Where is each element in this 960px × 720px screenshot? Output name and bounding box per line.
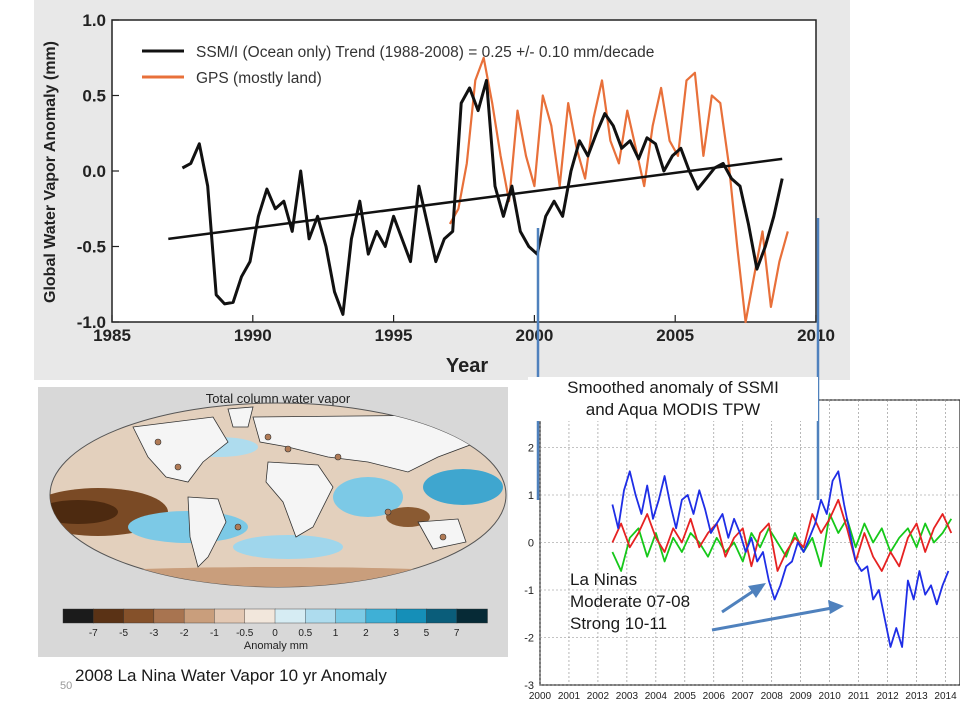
gps-series-line — [448, 56, 789, 324]
colorbar-tick-label: -7 — [89, 628, 98, 639]
legend-label-gps: GPS (mostly land) — [196, 70, 322, 87]
x-tick-label: 2007 — [732, 691, 755, 702]
station-marker — [264, 433, 272, 441]
la-nina-strong: Strong 10-11 — [570, 614, 668, 633]
station-marker — [334, 453, 342, 461]
la-nina-label: La Ninas Moderate 07-08 Strong 10-11 — [570, 569, 690, 635]
x-tick-label: 2011 — [848, 691, 870, 702]
red-series-line — [611, 498, 953, 572]
continents — [132, 406, 479, 568]
x-tick-label: 2004 — [645, 691, 668, 702]
arrow-strong-head — [828, 600, 844, 614]
x-tick-label: 2006 — [703, 691, 726, 702]
anomaly-wet-atlantic — [233, 535, 343, 559]
ssmi-series-line — [181, 78, 784, 316]
y-tick-label: 2 — [528, 443, 534, 455]
top-xlabel: Year — [446, 355, 488, 377]
green-series-line — [611, 513, 953, 572]
tpw-series-group — [611, 470, 953, 648]
smoothed-label-line2: and Aqua MODIS TPW — [585, 400, 761, 419]
top-series-group — [168, 56, 789, 324]
anomaly-dry-pacific-core — [50, 500, 118, 524]
x-tick-label: 2005 — [656, 326, 694, 345]
station-marker — [154, 438, 162, 446]
colorbar-tick-label: -3 — [149, 628, 158, 639]
south-america — [187, 496, 227, 568]
colorbar: -7 -5 -3 -2 -1 -0.5 0 0.5 1 2 3 5 7 — [62, 608, 488, 639]
blue-series-line — [611, 470, 950, 648]
slide-number: 50 — [60, 680, 73, 692]
colorbar-tick-label: -5 — [119, 628, 128, 639]
station-marker — [234, 523, 242, 531]
arrow-strong — [711, 606, 833, 632]
north-america — [132, 416, 229, 483]
colorbar-tick-label: 0 — [272, 628, 278, 639]
y-tick-label: 0 — [528, 538, 534, 550]
station-marker — [174, 463, 182, 471]
x-tick-label: 2013 — [905, 691, 928, 702]
anomaly-wet-indian — [333, 477, 403, 517]
x-tick-label: 1995 — [375, 326, 413, 345]
smoothed-label: Smoothed anomaly of SSMI and Aqua MODIS … — [528, 377, 818, 421]
x-tick-label: 2000 — [515, 326, 553, 345]
y-tick-label: 0.0 — [82, 162, 106, 181]
x-tick-label: 2000 — [529, 691, 552, 702]
greenland — [227, 406, 254, 428]
colorbar-tick-label: 2 — [363, 628, 369, 639]
x-tick-label: 2009 — [790, 691, 813, 702]
arrow-moderate-head — [748, 583, 766, 598]
water-vapor-chart: 1985 1990 1995 2000 2005 2010 1.0 0.5 0.0 -0.5 -1.… — [42, 11, 835, 377]
colorbar-tick-label: 5 — [424, 628, 430, 639]
colorbar-tick-label: 7 — [454, 628, 460, 639]
water-vapor-map: Total column water vapor -7 -5 -3 -2 -1 -0.5 0… — [49, 391, 507, 652]
x-tick-label: 2002 — [587, 691, 610, 702]
colorbar-tick-label: -0.5 — [236, 628, 254, 639]
x-tick-label: 1990 — [234, 326, 272, 345]
trend-line — [168, 157, 783, 241]
smoothed-label-line1: Smoothed anomaly of SSMI — [567, 378, 779, 397]
y-tick-label: -2 — [524, 633, 534, 645]
y-tick-label: 1 — [528, 490, 534, 502]
top-ylabel: Global Water Vapor Anomaly (mm) — [42, 41, 59, 303]
x-tick-label: 2012 — [876, 691, 899, 702]
station-marker — [384, 508, 392, 516]
x-tick-label: 2008 — [761, 691, 784, 702]
y-tick-label: -3 — [524, 680, 534, 692]
top-axis-ticks: 1985 1990 1995 2000 2005 2010 1.0 0.5 0.0 -0.5 -1.… — [77, 11, 835, 345]
x-tick-label: 2005 — [674, 691, 697, 702]
station-marker — [284, 445, 292, 453]
africa — [265, 461, 334, 538]
anomaly-wet-maritime — [423, 469, 503, 505]
legend-label-ssmi: SSM/I (Ocean only) Trend (1988-2008) = 0… — [196, 44, 654, 61]
map-caption: 2008 La Nina Water Vapor 10 yr Anomaly — [75, 666, 387, 685]
colorbar-swatch — [456, 608, 488, 624]
y-tick-label: 1.0 — [82, 11, 106, 30]
colorbar-tick-label: -1 — [210, 628, 219, 639]
tpw-grid — [539, 399, 960, 686]
x-tick-label: 1985 — [93, 326, 131, 345]
y-tick-label: -1.0 — [77, 313, 106, 332]
x-tick-label: 2010 — [819, 691, 842, 702]
x-tick-label: 2001 — [558, 691, 581, 702]
x-tick-label: 2003 — [616, 691, 639, 702]
colorbar-tick-label: -2 — [180, 628, 189, 639]
colorbar-label: Anomaly mm — [244, 640, 308, 652]
colorbar-tick-label: 1 — [333, 628, 339, 639]
station-markers — [154, 433, 447, 541]
tpw-anomaly-chart: 2000 2001 2002 2003 2004 2005 2006 2007 2008 2009… — [524, 395, 960, 702]
y-tick-label: -1 — [524, 585, 534, 597]
tpw-axis-ticks: 2000 2001 2002 2003 2004 2005 2006 2007 2008 2009… — [524, 395, 957, 702]
station-marker — [439, 533, 447, 541]
y-tick-label: -0.5 — [77, 238, 106, 257]
map-title: Total column water vapor — [206, 391, 351, 406]
la-nina-title: La Ninas — [570, 570, 638, 589]
x-tick-label: 2014 — [934, 691, 957, 702]
x-tick-label: 2010 — [797, 326, 835, 345]
la-nina-moderate: Moderate 07-08 — [570, 592, 691, 611]
colorbar-tick-label: 0.5 — [298, 628, 312, 639]
colorbar-tick-label: 3 — [393, 628, 399, 639]
y-tick-label: 0.5 — [82, 87, 106, 106]
